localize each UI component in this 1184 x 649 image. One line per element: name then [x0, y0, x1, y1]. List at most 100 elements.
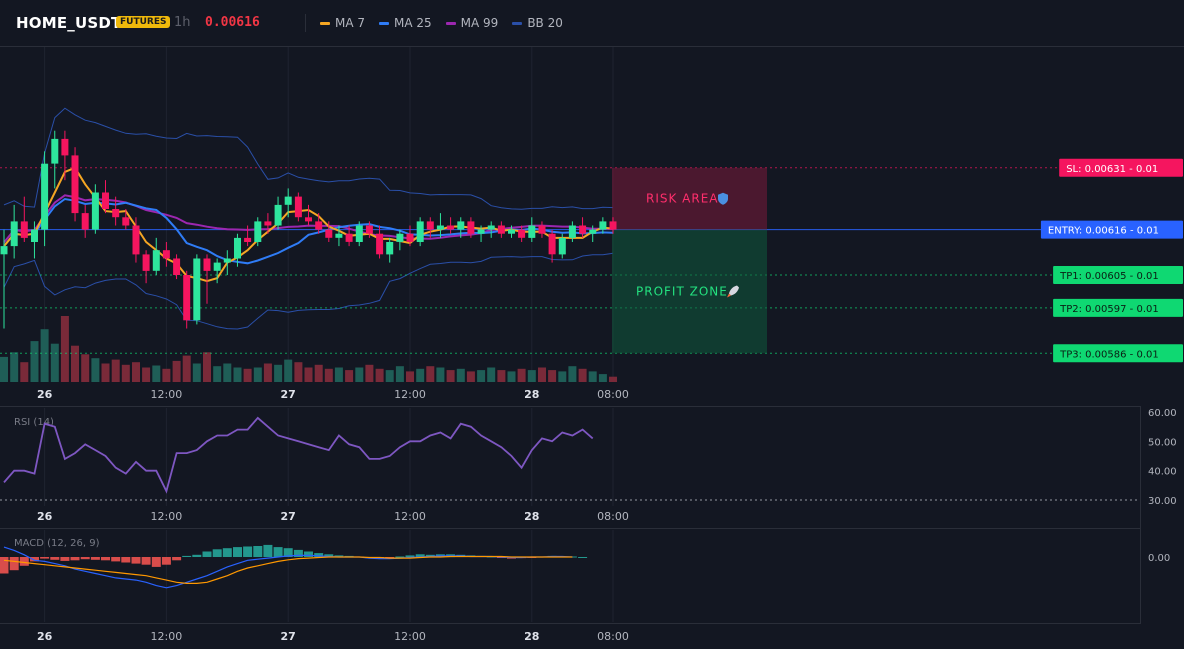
candle-body [335, 233, 343, 238]
candle-body [568, 225, 576, 238]
rsi-pane: RSI (14) 60.00 50.00 40.00 30.00 [0, 408, 1177, 507]
ma7-swatch [320, 21, 330, 25]
candle-body [528, 225, 536, 238]
candle-body [20, 221, 28, 238]
volume-bar [40, 329, 49, 382]
level-label-bg [1053, 344, 1183, 363]
macd-histogram-bar [40, 557, 50, 559]
legend-label-ma25: MA 25 [394, 16, 432, 30]
candle-body [41, 163, 49, 230]
volume-bar [558, 371, 567, 382]
risk-area-label: RISK AREA [646, 192, 719, 206]
rsi-tick-label: 60.00 [1148, 408, 1177, 419]
shield-icon [718, 192, 728, 205]
candle-body [81, 213, 89, 230]
interval-label[interactable]: 1h [174, 15, 191, 30]
time-tick-label: 12:00 [394, 510, 426, 523]
candle-body [376, 233, 384, 255]
candle-body [102, 192, 109, 209]
macd-histogram-bar [233, 547, 242, 557]
legend-item-ma99[interactable]: MA 99 [445, 16, 498, 30]
volume-bar [365, 364, 374, 382]
macd-histogram-bar [283, 548, 293, 557]
volume-bar [395, 366, 404, 382]
macd-histogram-bar [182, 555, 192, 557]
volume-bar [527, 370, 536, 382]
volume-bar [375, 368, 384, 382]
legend-item-ma7[interactable]: MA 7 [320, 16, 365, 30]
candle-body [223, 258, 231, 263]
macd-histogram-bar [314, 553, 324, 557]
volume-bar [192, 363, 201, 382]
time-tick-label: 12:00 [151, 510, 183, 523]
tp1-label: TP1: 0.00605 - 0.01 [1053, 265, 1183, 284]
volume-bar [294, 362, 303, 382]
macd-histogram-bar [131, 557, 141, 564]
bollinger-bands [3, 107, 614, 330]
macd-histogram-bar [395, 556, 405, 558]
candle-body [112, 209, 120, 218]
candle-body [447, 225, 455, 230]
candle-body [345, 233, 353, 242]
legend-item-bb20[interactable]: BB 20 [512, 16, 563, 30]
volume-bar [274, 364, 283, 382]
macd-title: MACD (12, 26, 9) [14, 538, 100, 549]
candle-body [487, 225, 495, 230]
volume-bar [71, 345, 79, 382]
candle-body [315, 221, 323, 230]
volume-bar [20, 362, 29, 382]
candle-body [264, 221, 272, 226]
time-tick-label: 12:00 [394, 630, 426, 643]
candle-body [254, 221, 262, 242]
rsi-tick-label: 50.00 [1148, 437, 1177, 448]
level-label-text: SL: 0.00631 - 0.01 [1066, 164, 1158, 175]
time-tick-label: 08:00 [597, 388, 629, 401]
volume-bar [588, 371, 597, 382]
volume-bar [416, 368, 425, 382]
macd-histogram-bar [202, 551, 212, 557]
candle-body [0, 246, 8, 255]
macd-histogram-bar [80, 557, 90, 560]
candle-body [31, 229, 38, 242]
volume-bar [426, 366, 435, 382]
candle-body [162, 250, 170, 259]
candle-body [457, 221, 465, 230]
macd-histogram-bar [50, 557, 60, 560]
macd-histogram-bar [90, 557, 100, 560]
rsi-pane-separator [0, 406, 1140, 407]
macd-histogram-bar [578, 557, 588, 558]
candle-body [518, 229, 526, 238]
volume-bar [182, 355, 191, 382]
volume-bar [111, 359, 120, 382]
volume-bar [385, 370, 394, 382]
candle-body [71, 155, 79, 214]
macd-pane-separator [0, 528, 1140, 529]
macd-histogram-bar [253, 546, 263, 557]
symbol-name[interactable]: HOME_USDT [16, 14, 122, 32]
volume-bar [60, 316, 69, 382]
candle-body [183, 275, 191, 321]
rocket-body [729, 285, 739, 296]
volume-bar [152, 365, 161, 382]
candle-body [325, 229, 333, 238]
volume-bar [263, 363, 272, 382]
header-divider [305, 14, 306, 32]
time-tick-label: 26 [37, 510, 53, 523]
time-axes: 26 12:00 27 12:00 28 08:00 26 12:00 27 12:00 28 08:… [37, 388, 629, 643]
candle-body [234, 237, 241, 259]
profit-zone-box [612, 229, 767, 354]
legend-item-ma25[interactable]: MA 25 [379, 16, 432, 30]
macd-histogram-bar [405, 555, 415, 557]
time-tick-label: 27 [281, 630, 296, 643]
macd-histogram-bar [263, 544, 273, 557]
volume-bar [304, 367, 313, 382]
volume-bar [213, 366, 222, 382]
volume-bar [203, 352, 211, 382]
legend-label-bb20: BB 20 [527, 16, 563, 30]
macd-histogram-bar [30, 557, 39, 562]
level-label-text: TP3: 0.00586 - 0.01 [1059, 349, 1159, 360]
rsi-line [3, 416, 594, 494]
rsi-tick-label: 40.00 [1148, 467, 1177, 478]
ma99-swatch [445, 21, 456, 25]
